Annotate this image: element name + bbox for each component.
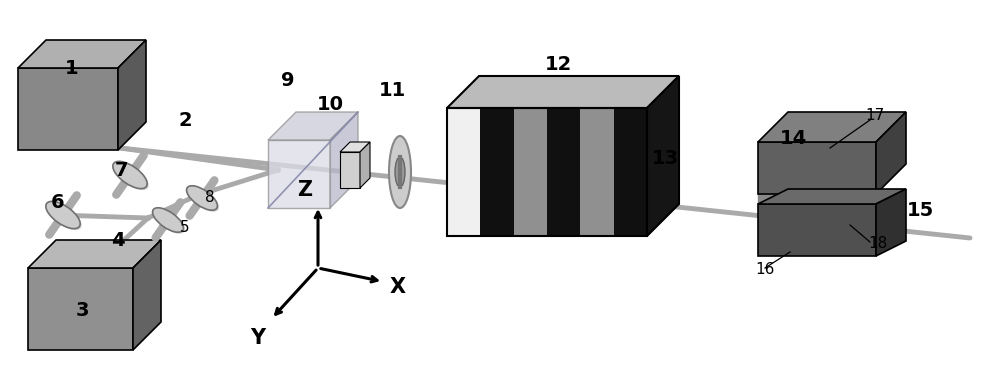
Polygon shape (758, 189, 906, 204)
Ellipse shape (114, 163, 149, 190)
Polygon shape (647, 76, 679, 236)
Text: 9: 9 (281, 71, 295, 89)
Ellipse shape (46, 201, 80, 228)
Text: X: X (389, 276, 405, 296)
Ellipse shape (154, 209, 185, 234)
Polygon shape (18, 40, 146, 68)
Text: 5: 5 (180, 220, 190, 235)
Polygon shape (876, 189, 906, 256)
Polygon shape (28, 240, 161, 268)
Text: 16: 16 (755, 263, 775, 278)
Polygon shape (340, 152, 360, 188)
Text: 3: 3 (75, 301, 89, 319)
Ellipse shape (389, 136, 411, 208)
Polygon shape (758, 204, 876, 256)
Text: 1: 1 (65, 58, 79, 78)
Polygon shape (876, 112, 906, 194)
Polygon shape (514, 108, 547, 236)
Polygon shape (547, 108, 580, 236)
Text: 13: 13 (651, 149, 679, 167)
Polygon shape (268, 140, 330, 208)
Text: 18: 18 (868, 235, 888, 250)
Polygon shape (447, 108, 480, 236)
Ellipse shape (47, 203, 82, 230)
Polygon shape (614, 108, 647, 236)
Text: 2: 2 (178, 111, 192, 129)
Ellipse shape (188, 187, 219, 212)
Polygon shape (133, 240, 161, 350)
Polygon shape (28, 268, 133, 350)
Text: 10: 10 (316, 96, 344, 114)
Text: 17: 17 (865, 108, 885, 122)
Polygon shape (580, 108, 614, 236)
Text: 6: 6 (51, 192, 65, 212)
Polygon shape (340, 142, 370, 152)
Polygon shape (480, 108, 514, 236)
Polygon shape (18, 68, 118, 150)
Polygon shape (758, 142, 876, 194)
Text: 11: 11 (378, 81, 406, 99)
Text: 15: 15 (906, 200, 934, 220)
Ellipse shape (153, 208, 183, 232)
Ellipse shape (113, 161, 147, 189)
Ellipse shape (395, 157, 405, 187)
Text: 7: 7 (115, 161, 129, 179)
Polygon shape (330, 112, 358, 208)
Polygon shape (758, 112, 906, 142)
Polygon shape (118, 40, 146, 150)
Polygon shape (268, 112, 358, 140)
Polygon shape (360, 142, 370, 188)
Ellipse shape (187, 186, 217, 210)
Text: 12: 12 (544, 56, 572, 74)
Text: Z: Z (297, 180, 312, 200)
Text: Y: Y (250, 328, 265, 348)
Text: 8: 8 (205, 190, 215, 205)
Text: 14: 14 (779, 129, 807, 147)
Text: 4: 4 (111, 230, 125, 250)
Polygon shape (447, 76, 679, 108)
